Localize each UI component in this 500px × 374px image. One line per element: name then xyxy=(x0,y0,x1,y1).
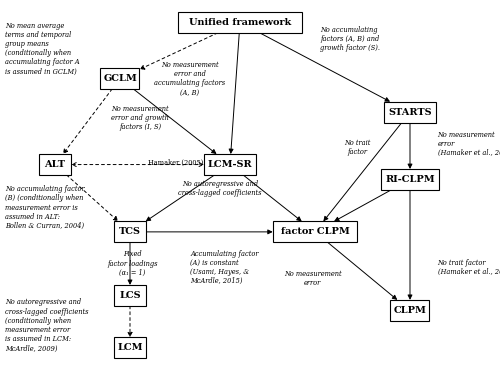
Text: factor CLPM: factor CLPM xyxy=(280,227,349,236)
Text: No measurement
error and growth
factors (I, S): No measurement error and growth factors … xyxy=(111,105,169,131)
FancyBboxPatch shape xyxy=(390,300,430,321)
FancyBboxPatch shape xyxy=(39,154,72,175)
Text: No autoregressive and
cross-lagged coefficients
(conditionally when
measurement : No autoregressive and cross-lagged coeff… xyxy=(5,298,88,352)
FancyBboxPatch shape xyxy=(100,68,140,89)
FancyBboxPatch shape xyxy=(114,221,146,242)
Text: No mean average
terms and temporal
group means
(conditionally when
accumulating : No mean average terms and temporal group… xyxy=(5,22,80,76)
Text: No measurement
error and
accumulating factors
(A, B): No measurement error and accumulating fa… xyxy=(154,61,226,96)
FancyBboxPatch shape xyxy=(204,154,256,175)
FancyBboxPatch shape xyxy=(384,102,436,123)
Text: CLPM: CLPM xyxy=(394,306,426,315)
Text: Unified framework: Unified framework xyxy=(189,18,291,27)
Text: No accumulating
factors (A, B) and
growth factor (S).: No accumulating factors (A, B) and growt… xyxy=(320,26,380,52)
Text: LCM: LCM xyxy=(117,343,143,352)
Text: GCLM: GCLM xyxy=(103,74,137,83)
Text: Accumulating factor
(A) is constant
(Usami, Hayes, &
McArdle, 2015): Accumulating factor (A) is constant (Usa… xyxy=(190,249,258,285)
Text: LCM-SR: LCM-SR xyxy=(208,160,252,169)
FancyBboxPatch shape xyxy=(273,221,357,242)
Text: STARTS: STARTS xyxy=(388,108,432,117)
Text: No trait
factor: No trait factor xyxy=(344,139,370,156)
Text: No measurement
error: No measurement error xyxy=(284,270,342,287)
Text: No measurement
error
(Hamaker et al., 2015): No measurement error (Hamaker et al., 20… xyxy=(438,131,500,157)
FancyBboxPatch shape xyxy=(114,285,146,306)
Text: Hamaker (2005): Hamaker (2005) xyxy=(148,159,203,167)
FancyBboxPatch shape xyxy=(381,169,440,190)
FancyBboxPatch shape xyxy=(114,337,146,358)
Text: Fixed
factor loadings
(α₁ = 1): Fixed factor loadings (α₁ = 1) xyxy=(107,251,158,277)
Text: No accumulating factor
(B) (conditionally when
measurement error is
assumed in A: No accumulating factor (B) (conditionall… xyxy=(5,185,84,230)
Text: RI-CLPM: RI-CLPM xyxy=(385,175,435,184)
FancyBboxPatch shape xyxy=(178,12,302,33)
Text: No trait factor
(Hamaker et al., 2015): No trait factor (Hamaker et al., 2015) xyxy=(438,259,500,276)
Text: TCS: TCS xyxy=(119,227,141,236)
Text: LCS: LCS xyxy=(119,291,141,300)
Text: No autoregressive and
cross-lagged coefficients: No autoregressive and cross-lagged coeff… xyxy=(178,180,262,197)
Text: ALT: ALT xyxy=(44,160,66,169)
